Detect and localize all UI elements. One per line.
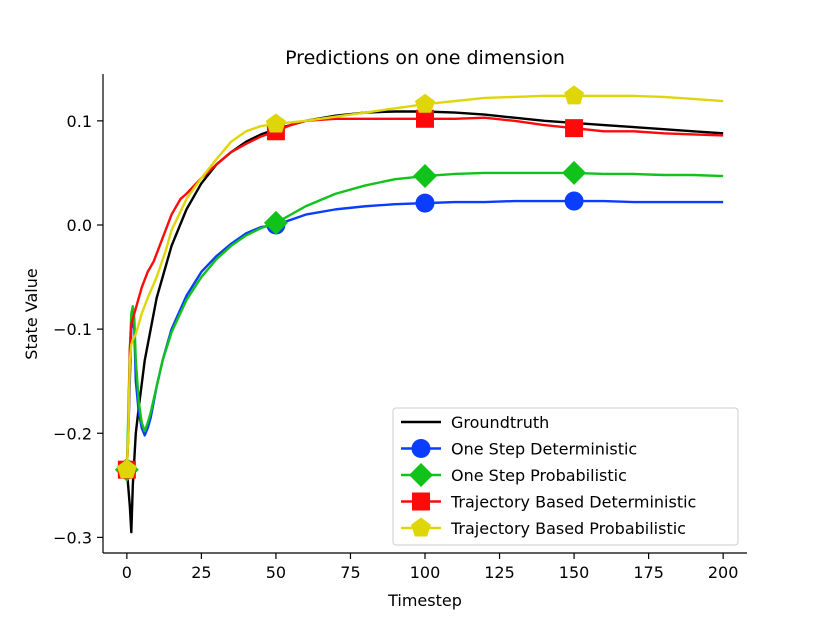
series-line bbox=[125, 116, 724, 470]
legend-entry: Groundtruth bbox=[401, 413, 549, 432]
x-tick-label: 125 bbox=[484, 563, 515, 582]
legend-label: Trajectory Based Probabilistic bbox=[450, 519, 686, 538]
data-point bbox=[263, 210, 288, 235]
series-line bbox=[125, 171, 724, 470]
y-tick-label: −0.1 bbox=[53, 320, 92, 339]
legend-label: One Step Deterministic bbox=[451, 440, 637, 459]
x-tick-label: 150 bbox=[559, 563, 590, 582]
legend-marker bbox=[411, 439, 431, 458]
x-tick-label: 200 bbox=[708, 563, 739, 582]
data-point bbox=[416, 109, 434, 128]
data-point bbox=[562, 160, 587, 185]
data-point bbox=[415, 93, 435, 113]
legend-label: Groundtruth bbox=[451, 413, 549, 432]
legend-marker bbox=[409, 463, 433, 487]
legend-entry: Trajectory Based Probabilistic bbox=[401, 517, 686, 538]
x-tick-label: 100 bbox=[410, 563, 441, 582]
legend-entry: One Step Probabilistic bbox=[401, 463, 627, 487]
data-point bbox=[265, 113, 286, 133]
x-axis-label: Timestep bbox=[387, 591, 462, 610]
legend: Groundtruth One Step Deterministic One Ste… bbox=[392, 407, 739, 546]
data-point bbox=[415, 193, 435, 213]
legend-label: One Step Probabilistic bbox=[451, 466, 627, 485]
x-tick-label: 0 bbox=[122, 563, 132, 582]
y-tick-label: 0.1 bbox=[67, 112, 92, 131]
series-line bbox=[125, 94, 724, 470]
data-point bbox=[413, 164, 437, 189]
plot-area bbox=[114, 85, 724, 534]
x-tick-label: 50 bbox=[266, 563, 286, 582]
legend-entry: One Step Deterministic bbox=[401, 439, 637, 459]
legend-marker bbox=[412, 492, 430, 511]
data-point bbox=[565, 119, 584, 138]
legend-frame bbox=[392, 407, 739, 546]
chart-title: Predictions on one dimension bbox=[285, 47, 565, 69]
data-point bbox=[116, 459, 137, 479]
data-point bbox=[564, 85, 585, 105]
data-point bbox=[564, 191, 584, 211]
x-tick-label: 25 bbox=[191, 563, 211, 582]
y-tick-label: −0.2 bbox=[53, 424, 92, 443]
series-line bbox=[125, 199, 724, 470]
legend-label: Trajectory Based Deterministic bbox=[450, 493, 696, 512]
y-axis: −0.3 −0.2 −0.1 0.0 0.1 bbox=[53, 74, 104, 553]
series-trajectory-based-probabilistic bbox=[116, 85, 724, 479]
x-tick-label: 75 bbox=[340, 563, 360, 582]
y-tick-label: −0.3 bbox=[53, 528, 92, 547]
x-tick-label: 175 bbox=[633, 563, 664, 582]
legend-marker bbox=[411, 517, 431, 537]
y-axis-label: State Value bbox=[22, 268, 41, 359]
y-tick-label: 0.0 bbox=[67, 216, 92, 235]
legend-entry: Trajectory Based Deterministic bbox=[401, 492, 696, 512]
x-axis: 0 25 50 75 100 125 150 175 200 bbox=[103, 552, 747, 582]
